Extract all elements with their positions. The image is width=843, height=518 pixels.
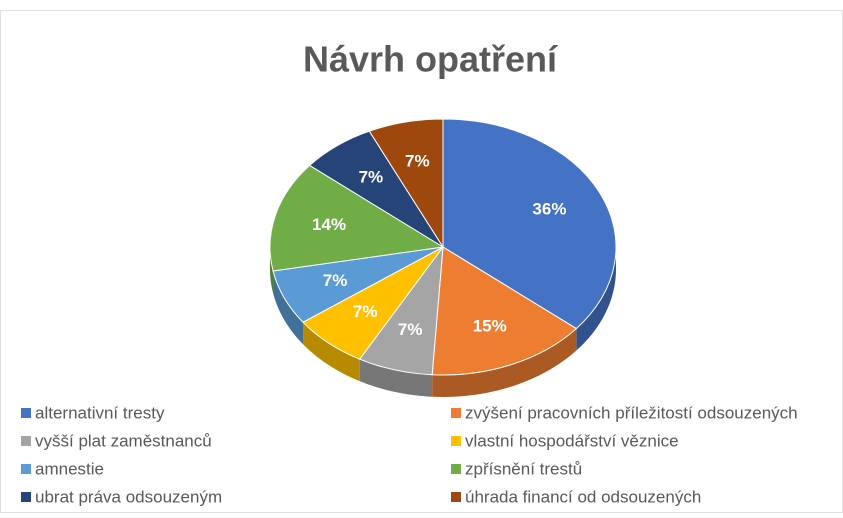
- data-label: 15%: [473, 316, 507, 335]
- legend-label: amnestie: [35, 459, 104, 478]
- chart-title: Návrh opatření: [303, 39, 558, 80]
- legend-swatch: [21, 464, 31, 474]
- pie-slice: [368, 118, 444, 249]
- legend-label: alternativní tresty: [35, 403, 165, 422]
- legend-swatch: [21, 492, 31, 502]
- pie-slice: [442, 118, 617, 330]
- pie-side: [270, 247, 274, 293]
- pie-side: [432, 328, 577, 397]
- data-label: 36%: [532, 199, 566, 218]
- legend-label: vyšší plat zaměstnanců: [35, 431, 212, 450]
- legend-label: ubrat práva odsouzeným: [35, 487, 222, 506]
- pie-side: [359, 359, 433, 397]
- legend-swatch: [451, 492, 461, 502]
- legend-swatch: [21, 408, 31, 418]
- legend-label: zvýšení pracovních příležitostí odsouzen…: [465, 403, 798, 422]
- legend-label: úhrada financí od odsouzených: [465, 487, 701, 506]
- data-label: 7%: [353, 302, 378, 321]
- legend-label: vlastní hospodářství věznice: [465, 431, 679, 450]
- data-label: 7%: [359, 168, 384, 187]
- pie-side: [273, 270, 304, 345]
- legend-swatch: [451, 436, 461, 446]
- data-label: 7%: [323, 271, 348, 290]
- pie-side: [576, 247, 616, 351]
- pie-slice: [431, 246, 578, 376]
- data-label: 14%: [312, 215, 346, 234]
- legend-swatch: [451, 464, 461, 474]
- legend-swatch: [451, 408, 461, 418]
- data-label: 7%: [405, 152, 430, 171]
- legend-swatch: [21, 436, 31, 446]
- data-label: 7%: [398, 320, 423, 339]
- pie-slice: [269, 164, 445, 272]
- pie-side: [303, 322, 360, 382]
- legend-label: zpřísnění trestů: [465, 459, 582, 478]
